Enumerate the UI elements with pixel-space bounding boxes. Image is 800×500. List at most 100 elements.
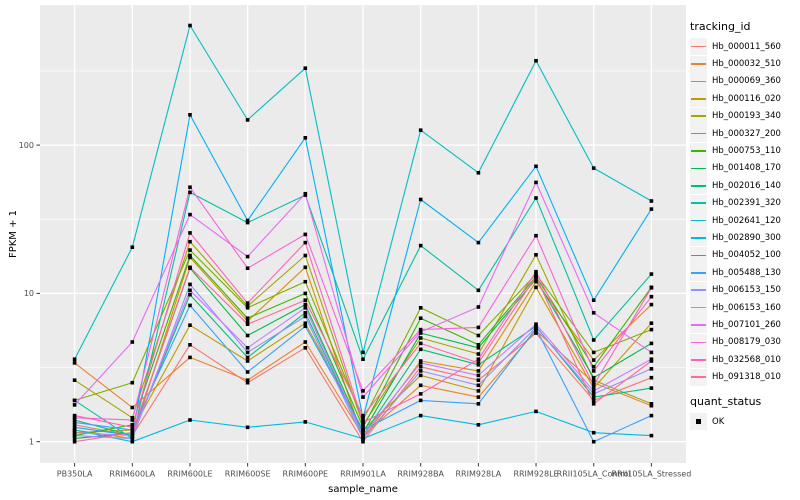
- legend-item-label: Hb_008179_030: [712, 337, 781, 348]
- legend-item-Hb_000116_020: Hb_000116_020: [690, 90, 798, 108]
- data-point: [130, 416, 135, 420]
- data-point: [418, 316, 423, 320]
- data-point: [303, 291, 308, 296]
- legend-item-Hb_000327_200: Hb_000327_200: [690, 125, 798, 143]
- legend-item-Hb_007101_260: Hb_007101_260: [690, 316, 798, 334]
- data-point: [591, 350, 596, 355]
- data-point: [534, 277, 538, 281]
- data-point: [72, 436, 77, 441]
- data-point: [303, 136, 308, 140]
- data-point: [476, 363, 481, 367]
- legend-key-line-icon: [691, 358, 706, 361]
- legend-item-label: Hb_004052_100: [712, 250, 781, 261]
- legend-key-swatch: [690, 246, 707, 264]
- legend-item-Hb_005488_130: Hb_005488_130: [690, 264, 798, 282]
- legend-key-line-icon: [691, 63, 706, 65]
- legend-key-swatch: [690, 281, 707, 299]
- legend-key-line-icon: [691, 167, 706, 170]
- data-point: [72, 439, 77, 444]
- data-point: [72, 378, 77, 382]
- data-point: [649, 294, 654, 299]
- data-point: [534, 322, 538, 326]
- legend-item-quant-ok: OK: [690, 413, 798, 430]
- legend-item-label: Hb_002890_300: [712, 232, 781, 243]
- legend-item-Hb_006153_160: Hb_006153_160: [690, 299, 798, 317]
- data-point: [534, 285, 538, 290]
- legend-key-swatch: [690, 72, 707, 90]
- data-point: [245, 425, 250, 430]
- data-point: [649, 375, 654, 380]
- x-tick-label: RRIM901LA: [340, 470, 386, 479]
- legend-item-label: Hb_000069_360: [712, 76, 781, 87]
- data-point: [188, 323, 192, 327]
- data-point: [361, 413, 365, 418]
- data-point: [649, 413, 654, 418]
- data-point: [188, 248, 192, 252]
- data-point: [418, 413, 423, 418]
- data-point: [591, 430, 596, 435]
- data-point: [130, 439, 135, 444]
- data-point: [361, 350, 365, 355]
- data-point: [476, 346, 481, 350]
- data-point: [303, 253, 308, 258]
- legend-key-swatch: [690, 177, 707, 195]
- data-point: [476, 343, 481, 347]
- legend-item-label: Hb_000327_200: [712, 128, 781, 139]
- data-point: [361, 436, 365, 441]
- data-point: [476, 402, 481, 406]
- data-point: [361, 428, 365, 432]
- legend-key-line-icon: [691, 254, 706, 257]
- data-point: [591, 439, 596, 444]
- data-point: [476, 171, 481, 175]
- data-point: [591, 365, 596, 369]
- legend-item-label: Hb_091318_010: [712, 372, 781, 383]
- data-point: [130, 405, 135, 410]
- legend-key-line-icon: [691, 306, 706, 309]
- data-point: [418, 341, 423, 346]
- legend-item-label: Hb_002016_140: [712, 180, 781, 191]
- legend-items: Hb_000011_560 Hb_000032_510 Hb_000069_360 H…: [690, 38, 798, 386]
- data-point: [188, 231, 192, 235]
- data-point: [188, 239, 192, 244]
- data-point: [534, 253, 538, 257]
- data-point: [303, 232, 308, 237]
- data-point: [72, 425, 77, 430]
- y-tick-label: 100: [19, 141, 34, 150]
- legend-key-swatch: [690, 107, 707, 125]
- data-point: [72, 420, 77, 425]
- data-point: [476, 357, 481, 361]
- x-tick-label: PB350LA: [57, 470, 93, 479]
- legend-item-Hb_091318_010: Hb_091318_010: [690, 368, 798, 386]
- data-point: [188, 212, 192, 217]
- data-point: [418, 383, 423, 388]
- data-point: [591, 369, 596, 373]
- data-point: [649, 272, 654, 276]
- data-point: [649, 341, 654, 346]
- data-point: [188, 303, 192, 308]
- data-point: [476, 389, 481, 393]
- data-point: [72, 357, 77, 361]
- legend: tracking_id Hb_000011_560 Hb_000032_510 Hb…: [690, 20, 798, 430]
- legend-key-line-icon: [691, 150, 706, 152]
- data-point: [245, 346, 250, 350]
- data-point: [418, 128, 423, 132]
- data-point: [418, 336, 423, 340]
- data-point: [245, 218, 250, 223]
- x-tick-label: RRIM600LA: [109, 470, 155, 479]
- data-point: [130, 433, 135, 438]
- black-square-point-icon: [696, 419, 701, 424]
- legend-key-swatch: [690, 38, 707, 56]
- data-point: [591, 383, 596, 388]
- data-point: [476, 333, 481, 338]
- data-point: [72, 423, 77, 427]
- x-tick-label: RRIM928LE: [513, 470, 558, 479]
- data-point: [591, 338, 596, 342]
- data-point: [649, 386, 654, 390]
- data-point: [361, 423, 365, 427]
- data-point: [188, 355, 192, 360]
- data-point: [591, 375, 596, 380]
- legend-item-label: Hb_000193_340: [712, 111, 781, 122]
- data-point: [649, 321, 654, 325]
- legend-item-label: Hb_000011_560: [712, 41, 781, 52]
- data-point: [476, 373, 481, 378]
